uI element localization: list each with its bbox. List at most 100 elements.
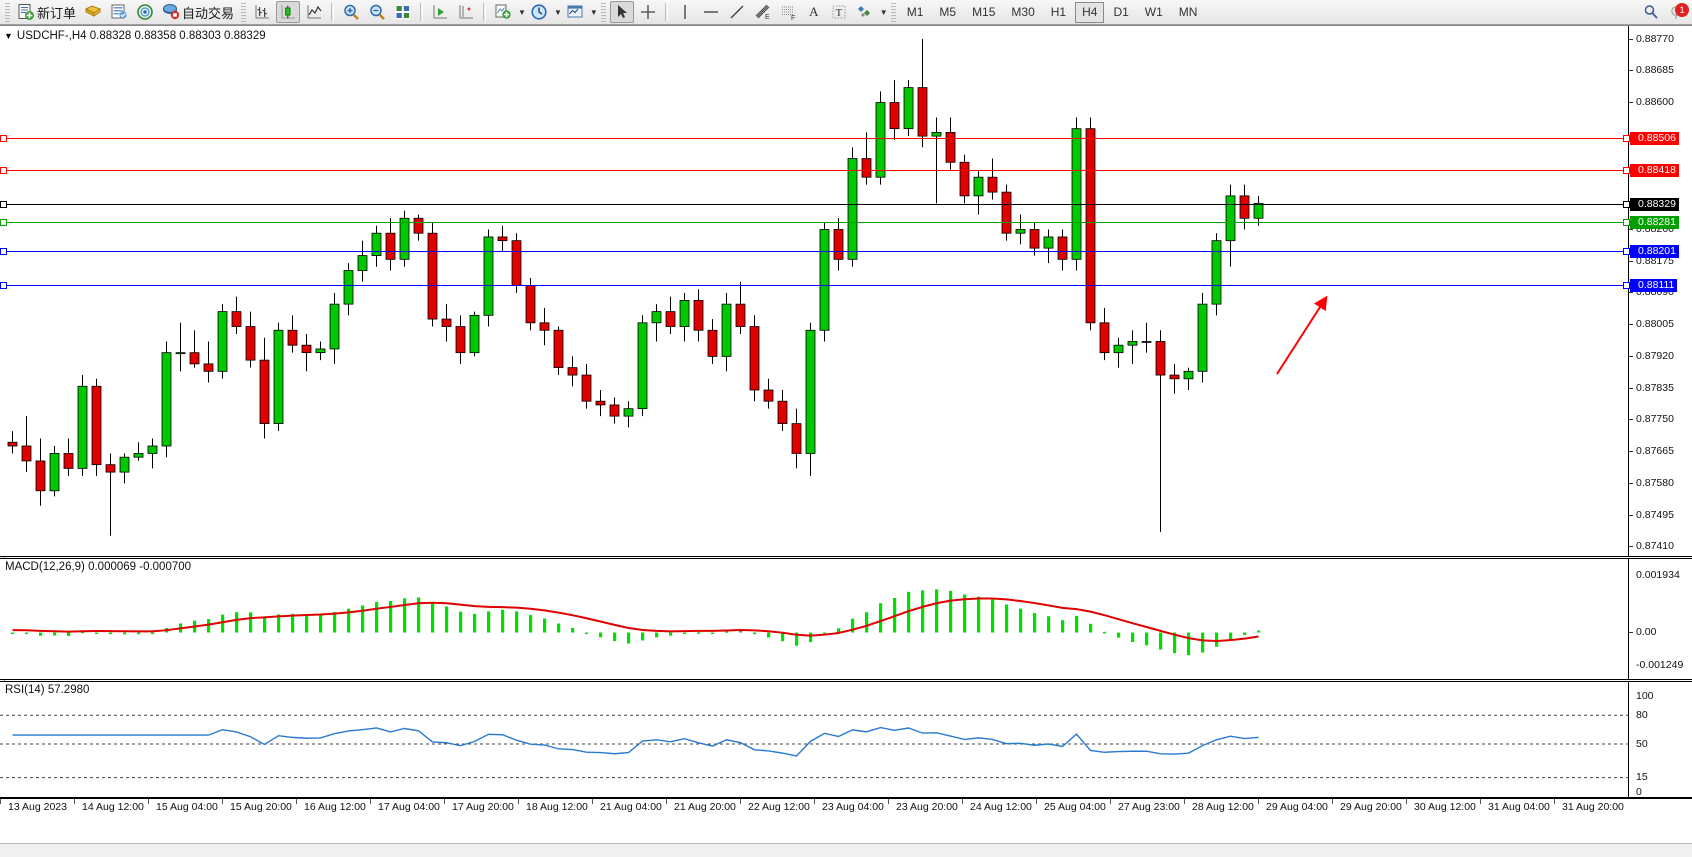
timeframe-button-m1[interactable]: M1	[906, 5, 924, 19]
timeframe-button-h4[interactable]: H4	[1075, 1, 1105, 23]
vertical-line-button[interactable]	[673, 1, 697, 23]
resistance-line-1-tag[interactable]: 0.88506	[1623, 131, 1679, 145]
price-plot[interactable]	[0, 26, 1628, 556]
profiles-button[interactable]	[81, 1, 105, 23]
line-chart-button[interactable]	[302, 1, 326, 23]
chart-menu-triangle-icon[interactable]: ▼	[4, 31, 13, 41]
macd-plot[interactable]	[0, 559, 1628, 679]
add-indicator-button[interactable]	[491, 1, 515, 23]
zoom-out-button[interactable]	[365, 1, 389, 23]
time-axis-label: 22 Aug 12:00	[748, 801, 810, 813]
timeframe-button-m5[interactable]: M5	[939, 5, 957, 19]
candle-body	[399, 217, 410, 260]
candle-body	[1071, 128, 1082, 260]
new-order-button[interactable]: 新订单	[14, 1, 79, 23]
market-watch-icon	[111, 4, 127, 19]
text-button[interactable]: A	[803, 1, 825, 23]
candle-body	[679, 299, 690, 327]
support-line-blue-1[interactable]	[0, 248, 1628, 255]
tile-windows-button[interactable]	[391, 1, 415, 23]
cursor-icon	[617, 5, 627, 18]
trendline-button[interactable]	[725, 1, 749, 23]
timeframe-button-d1[interactable]: D1	[1113, 5, 1129, 19]
resistance-line-2[interactable]	[0, 167, 1628, 174]
time-axis-tick	[1110, 799, 1111, 804]
macd-pane[interactable]: MACD(12,26,9) 0.000069 -0.000700 0.00193…	[0, 558, 1692, 680]
periods-button[interactable]	[527, 1, 551, 23]
crosshair-icon	[640, 5, 655, 19]
candle-body	[735, 303, 746, 327]
crosshair-button[interactable]	[636, 1, 660, 23]
timeframe-button-mn[interactable]: MN	[1178, 5, 1198, 19]
toolbar-grip-3[interactable]	[600, 2, 606, 22]
candle-body	[49, 453, 60, 492]
toolbar-grip-4[interactable]	[890, 2, 896, 22]
search-button[interactable]	[1639, 1, 1663, 23]
shapes-caret-icon[interactable]: ▼	[879, 7, 888, 17]
price-scale[interactable]: 0.88770 0.88685 0.88600 0.88260 0.88175 0.880…	[1623, 26, 1692, 556]
candle-body	[819, 229, 830, 331]
support-line-blue-1-tag[interactable]: 0.88201	[1623, 245, 1679, 259]
time-axis-tick	[1258, 799, 1259, 804]
current-price-line-tag[interactable]: 0.88329	[1623, 197, 1679, 211]
resistance-line-2-tag[interactable]: 0.88418	[1623, 164, 1679, 178]
fibonacci-icon: F	[781, 6, 795, 21]
toolbar-grip[interactable]	[5, 2, 10, 22]
support-line-green[interactable]	[0, 219, 1628, 226]
support-line-blue-2-tag[interactable]: 0.88111	[1623, 279, 1678, 293]
support-line-blue-2[interactable]	[0, 282, 1628, 289]
candle-body	[595, 400, 606, 406]
timeframe-button-w1[interactable]: W1	[1144, 5, 1163, 19]
timeframe-button-m15[interactable]: M15	[972, 5, 996, 19]
fibonacci-button[interactable]: F	[777, 1, 801, 23]
support-line-green-tag[interactable]: 0.88281	[1623, 215, 1679, 229]
rsi-tick: 15	[1636, 771, 1648, 784]
symbol-header[interactable]: ▼ USDCHF-,H4 0.88328 0.88358 0.88303 0.88…	[4, 30, 266, 42]
candle-body	[791, 423, 802, 454]
timeframe-button-h1[interactable]: H1	[1050, 5, 1067, 19]
candle-body	[847, 158, 858, 260]
timeframe-button-m30[interactable]: M30	[1011, 5, 1035, 19]
bar-chart-button[interactable]	[250, 1, 274, 23]
autotrading-button[interactable]: 自动交易	[159, 1, 237, 23]
macd-histogram-bar	[123, 632, 127, 635]
macd-histogram-bar	[53, 632, 57, 636]
equidistant-channel-button[interactable]: E	[751, 1, 775, 23]
horizontal-line-button[interactable]	[699, 1, 723, 23]
macd-histogram-bar	[753, 632, 757, 635]
templates-caret-icon[interactable]: ▼	[589, 7, 598, 17]
shapes-button[interactable]	[853, 1, 877, 23]
templates-icon	[567, 5, 583, 18]
add-indicator-caret-icon[interactable]: ▼	[518, 7, 526, 17]
candle-body	[651, 311, 662, 324]
templates-button[interactable]	[563, 1, 587, 23]
rsi-plot[interactable]	[0, 682, 1628, 797]
alerts-button[interactable]: 1	[1665, 1, 1689, 23]
scroll-end-button[interactable]	[428, 1, 452, 23]
periods-caret-icon[interactable]: ▼	[553, 7, 562, 17]
chart-shift-button[interactable]	[454, 1, 478, 23]
candlestick-chart-button[interactable]	[276, 1, 301, 23]
cursor-button[interactable]	[609, 1, 634, 23]
candle-body	[777, 400, 788, 425]
rsi-pane[interactable]: RSI(14) 57.2980 100 80 50 15 0	[0, 681, 1692, 798]
current-price-line[interactable]	[0, 201, 1628, 208]
rsi-tick: 50	[1636, 737, 1648, 750]
navigator-button[interactable]	[133, 1, 157, 23]
macd-histogram-bar	[837, 628, 841, 633]
price-pane[interactable]: ▼ USDCHF-,H4 0.88328 0.88358 0.88303 0.88…	[0, 25, 1692, 557]
zoom-in-button[interactable]	[339, 1, 363, 23]
price-candles-svg	[7, 39, 1264, 536]
autotrading-label: 自动交易	[182, 6, 235, 22]
market-watch-button[interactable]	[107, 1, 131, 23]
candle-body	[1127, 341, 1138, 346]
time-axis[interactable]: 13 Aug 2023 14 Aug 12:00 15 Aug 04:00 15 Au…	[0, 798, 1692, 857]
resistance-line-1[interactable]	[0, 135, 1628, 142]
text-label-button[interactable]: T	[827, 1, 851, 23]
price-tick: 0.88005	[1629, 319, 1692, 330]
equidistant-channel-icon: E	[755, 4, 770, 21]
toolbar-grip-2[interactable]	[241, 2, 247, 22]
price-tick: 0.88685	[1629, 65, 1692, 76]
chart-area[interactable]: ▼ USDCHF-,H4 0.88328 0.88358 0.88303 0.88…	[0, 25, 1692, 857]
candle-body	[7, 441, 18, 447]
